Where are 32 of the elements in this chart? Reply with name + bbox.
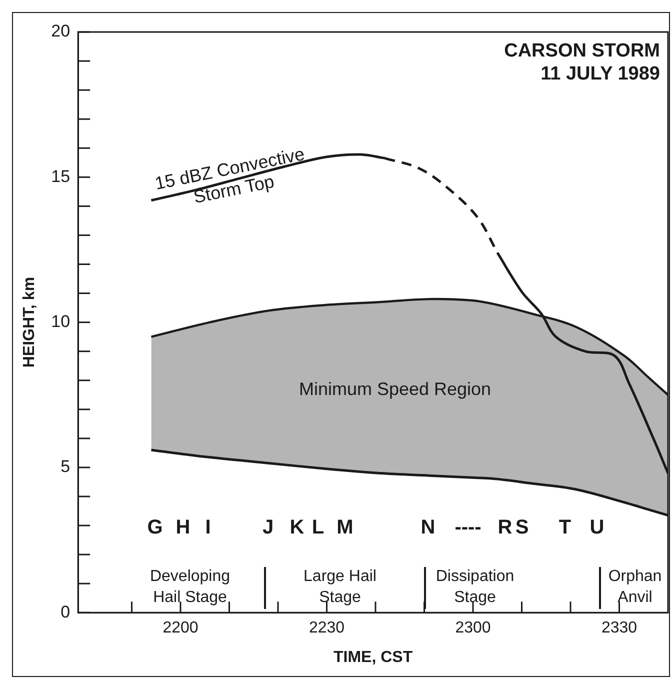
text: 11 JULY 1989: [540, 64, 660, 85]
annotation: R: [498, 516, 513, 539]
annotation: H: [176, 516, 190, 539]
x-tick-label: 2200: [162, 620, 198, 637]
annotation: G: [147, 516, 163, 539]
y-tick-label: 0: [60, 602, 70, 622]
y-axis-title: HEIGHT, km: [21, 276, 38, 368]
annotation: K: [290, 516, 305, 539]
x-tick-label: 2300: [455, 620, 491, 637]
x-tick-label: 2230: [308, 620, 345, 637]
annotation: L: [312, 516, 324, 539]
y-tick-label: 15: [51, 166, 70, 186]
x-tick-label: 2330: [601, 620, 638, 637]
annotation: Developing Hail Stage: [150, 568, 230, 606]
y-tick-label: 5: [60, 457, 70, 476]
annotation: Dissipation Stage: [436, 568, 514, 606]
x-axis-title: TIME, CST: [334, 648, 413, 666]
annotation: J: [262, 516, 274, 539]
annotation: Large Hail Stage: [304, 568, 376, 606]
annotation: I: [205, 516, 211, 539]
annotation: N: [420, 516, 436, 539]
annotation: Minimum Speed Region: [298, 378, 492, 399]
annotation: ----: [454, 516, 482, 539]
annotation: Orphan Anvil: [608, 568, 662, 606]
annotation: M: [336, 516, 354, 539]
y-tick-label: 20: [51, 22, 70, 41]
annotation: T: [558, 516, 572, 539]
annotation: 15 dBZ Convective Storm Top: [153, 144, 306, 208]
text: CARSON STORM: [504, 40, 660, 62]
annotation: U: [590, 516, 604, 539]
y-tick-label: 10: [51, 312, 70, 331]
annotation: S: [515, 516, 529, 539]
